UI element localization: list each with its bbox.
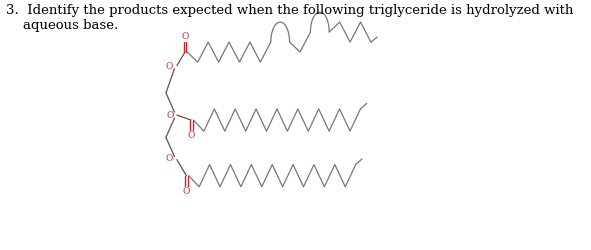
Text: O: O xyxy=(165,154,173,163)
Text: 3.  Identify the products expected when the following triglyceride is hydrolyzed: 3. Identify the products expected when t… xyxy=(6,4,573,32)
Text: O: O xyxy=(181,32,189,41)
Text: O: O xyxy=(165,62,173,72)
Text: O: O xyxy=(166,110,173,120)
Text: O: O xyxy=(187,131,195,140)
Text: O: O xyxy=(183,186,190,196)
